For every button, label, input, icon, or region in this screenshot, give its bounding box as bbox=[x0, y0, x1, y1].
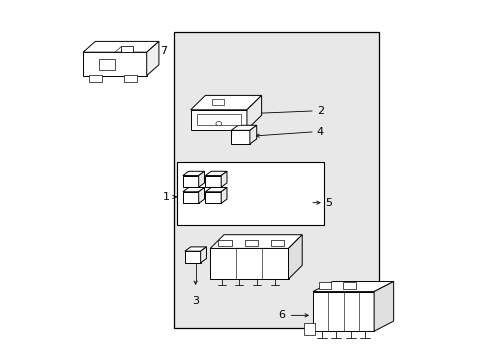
Bar bbox=[210, 248, 288, 279]
Bar bbox=[177, 162, 323, 225]
Polygon shape bbox=[246, 95, 261, 130]
Polygon shape bbox=[288, 235, 302, 279]
Text: 7: 7 bbox=[160, 46, 167, 57]
Polygon shape bbox=[183, 188, 204, 192]
Bar bbox=[196, 114, 241, 125]
Polygon shape bbox=[83, 41, 159, 52]
Polygon shape bbox=[312, 282, 393, 292]
Polygon shape bbox=[249, 125, 256, 144]
Bar bbox=[212, 99, 224, 105]
Bar bbox=[318, 282, 330, 289]
Text: 3: 3 bbox=[192, 296, 199, 306]
Bar bbox=[231, 130, 249, 144]
Bar bbox=[270, 240, 284, 246]
Bar bbox=[304, 323, 314, 335]
Bar bbox=[190, 110, 246, 130]
Bar bbox=[205, 176, 221, 187]
Bar bbox=[343, 282, 355, 289]
Bar bbox=[173, 32, 378, 328]
Polygon shape bbox=[231, 125, 256, 130]
Text: 1: 1 bbox=[163, 192, 170, 202]
Polygon shape bbox=[205, 171, 226, 176]
Text: 6: 6 bbox=[278, 310, 285, 320]
Bar bbox=[121, 46, 133, 52]
Bar bbox=[124, 75, 137, 82]
Polygon shape bbox=[373, 282, 393, 331]
Bar bbox=[244, 240, 258, 246]
Polygon shape bbox=[146, 41, 159, 76]
Polygon shape bbox=[200, 247, 206, 263]
Bar bbox=[218, 240, 232, 246]
Polygon shape bbox=[221, 171, 226, 187]
Polygon shape bbox=[198, 171, 204, 187]
Text: 2: 2 bbox=[316, 106, 324, 116]
Bar bbox=[99, 59, 115, 70]
Text: 5: 5 bbox=[325, 198, 332, 208]
Text: 4: 4 bbox=[316, 127, 324, 137]
Bar bbox=[83, 52, 146, 76]
Circle shape bbox=[216, 122, 222, 126]
Polygon shape bbox=[190, 95, 261, 110]
Polygon shape bbox=[183, 171, 204, 176]
Bar bbox=[184, 251, 200, 263]
Polygon shape bbox=[184, 247, 206, 251]
Bar bbox=[312, 292, 373, 331]
Polygon shape bbox=[205, 188, 226, 192]
Bar bbox=[183, 176, 198, 187]
Polygon shape bbox=[198, 188, 204, 203]
Bar bbox=[89, 75, 102, 82]
Polygon shape bbox=[210, 235, 302, 248]
Polygon shape bbox=[221, 188, 226, 203]
Bar bbox=[183, 192, 198, 203]
Bar bbox=[205, 192, 221, 203]
